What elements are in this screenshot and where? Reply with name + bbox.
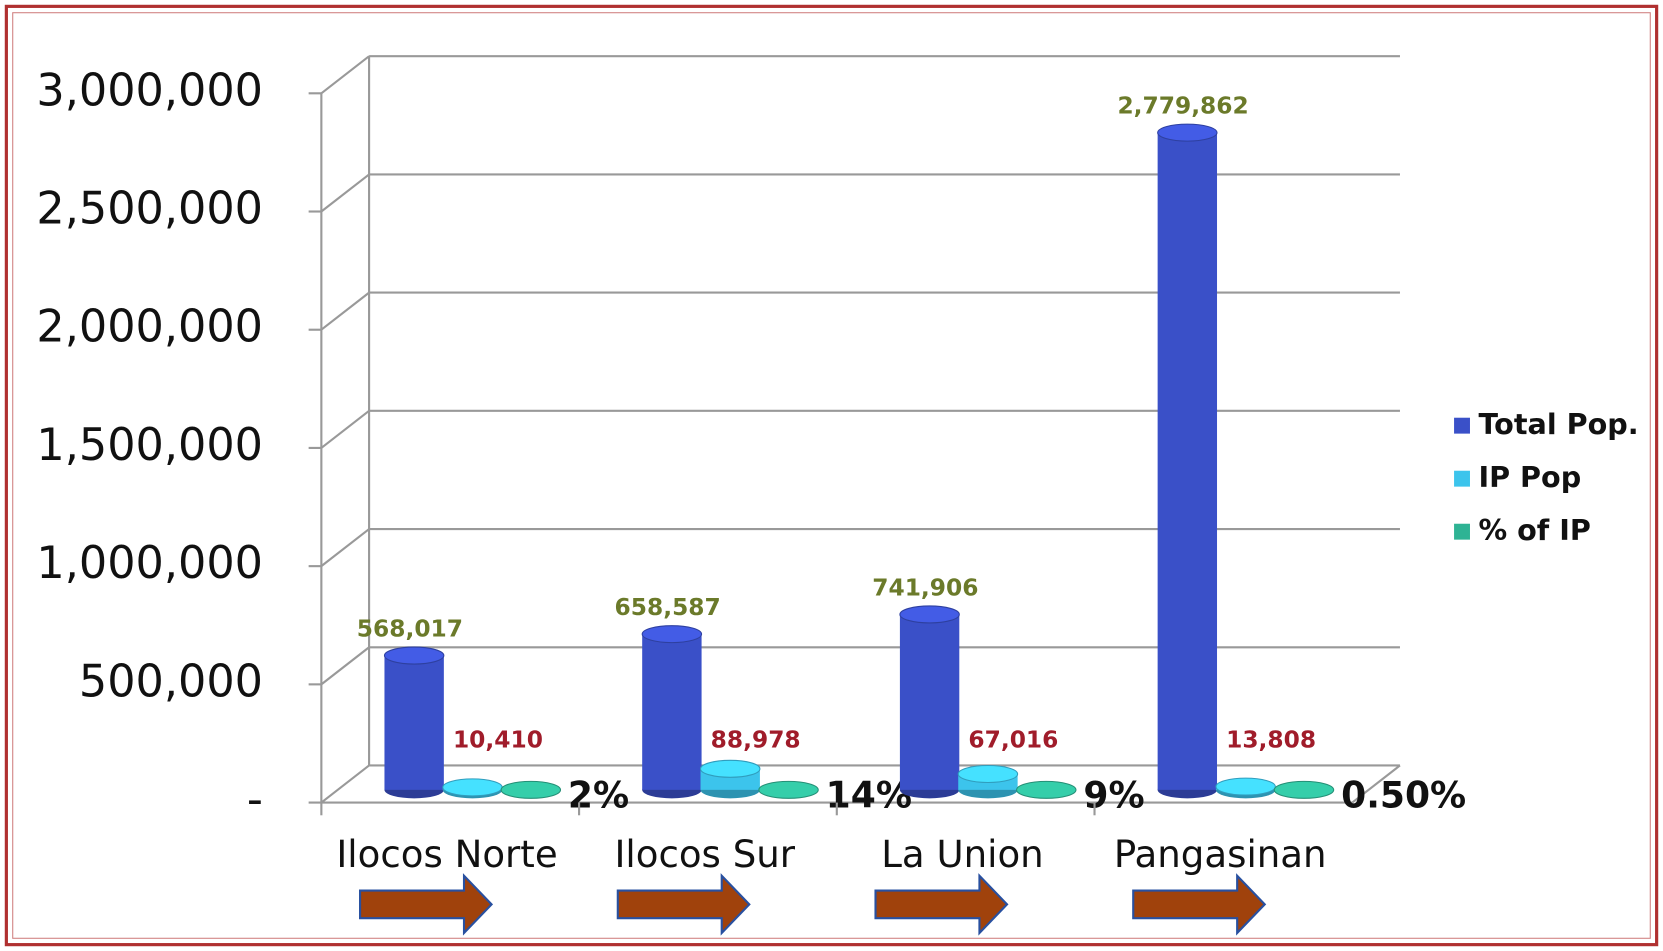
data-label: 13,808 [1226, 727, 1316, 754]
y-tick-label: 2,500,000 [36, 183, 263, 235]
bar-body [384, 655, 444, 790]
bar-top [442, 778, 503, 797]
bar-top [383, 646, 445, 665]
arrow [874, 873, 1009, 936]
data-label: 9% [1083, 774, 1144, 816]
bar-top [1215, 777, 1276, 796]
data-label: 658,587 [615, 594, 721, 621]
bar [1016, 780, 1077, 799]
bar [699, 759, 761, 799]
data-label: 88,978 [711, 727, 801, 754]
axis-line [1351, 764, 1401, 804]
arrow [616, 873, 751, 936]
bar-top [957, 764, 1019, 784]
y-tick-label: - [247, 774, 263, 826]
x-tick-label: Pangasinan [1114, 833, 1327, 876]
bar-top [1016, 780, 1077, 799]
bar [1157, 123, 1218, 799]
x-tick-label: Ilocos Norte [336, 833, 557, 876]
bar-top [899, 605, 960, 624]
grid-line [320, 173, 370, 213]
bar [641, 625, 703, 799]
bar-top [1157, 123, 1218, 142]
bar [957, 764, 1019, 799]
bar-top [699, 759, 761, 778]
bar-top [641, 625, 703, 644]
frame [4, 4, 1659, 947]
bar [383, 646, 445, 799]
y-tick-label: 3,000,000 [36, 64, 263, 116]
bar [899, 605, 960, 799]
data-label: 10,410 [453, 727, 543, 754]
legend-label: % of IP [1478, 513, 1590, 547]
bar [1273, 780, 1335, 799]
bar-body [1157, 132, 1218, 790]
grid-line [320, 764, 370, 804]
grid-line [320, 646, 370, 686]
grid-line [320, 291, 370, 331]
grid-line [320, 528, 370, 567]
grid-line [320, 409, 370, 449]
y-tick-label: 1,000,000 [36, 537, 263, 589]
legend-swatch [1454, 417, 1470, 434]
data-label: 14% [826, 774, 912, 816]
data-label: 2% [568, 774, 629, 816]
bar-top [500, 780, 562, 799]
arrow [1132, 873, 1267, 936]
data-label: 2,779,862 [1117, 93, 1248, 120]
data-label: 568,017 [357, 616, 463, 643]
bar [442, 778, 503, 799]
legend-swatch [1454, 523, 1470, 540]
bar-top [758, 780, 819, 799]
x-tick-label: Ilocos Sur [614, 833, 795, 876]
data-label: 0.50% [1341, 774, 1466, 816]
y-tick-label: 2,000,000 [36, 301, 263, 353]
arrow [359, 873, 494, 936]
frame-inner [12, 12, 1651, 939]
data-label: 741,906 [872, 575, 978, 602]
bar-body [642, 634, 702, 790]
y-tick-label: 1,500,000 [36, 419, 263, 471]
bar [758, 780, 819, 799]
bar-body [899, 614, 960, 790]
legend-label: IP Pop [1478, 460, 1581, 494]
legend-swatch [1454, 470, 1470, 487]
data-label: 67,016 [968, 727, 1058, 754]
y-tick-label: 500,000 [79, 655, 263, 707]
bar [500, 780, 562, 799]
bar [1215, 777, 1276, 799]
grid-line [320, 55, 370, 95]
legend-label: Total Pop. [1478, 407, 1638, 441]
bar-top [1273, 780, 1335, 799]
x-tick-label: La Union [881, 833, 1043, 876]
